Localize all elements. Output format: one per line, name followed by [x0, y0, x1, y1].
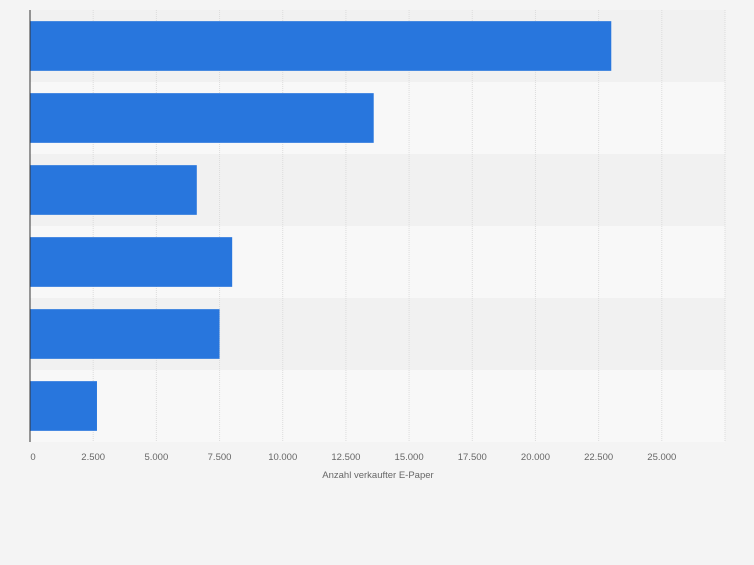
row-band [30, 370, 725, 442]
bar [30, 93, 374, 143]
x-tick-labels: 0 2.500 5.000 7.500 10.000 12.500 15.000 17.500… [30, 452, 676, 463]
x-tick-label: 2.500 [81, 452, 105, 463]
x-axis-title: Anzahl verkaufter E-Paper [322, 470, 433, 481]
row-bands [30, 10, 725, 442]
x-tick-label: 15.000 [395, 452, 424, 463]
x-tick-label: 25.000 [647, 452, 676, 463]
x-tick-label: 5.000 [144, 452, 168, 463]
bar [30, 381, 97, 431]
x-tick-label: 0 [30, 452, 35, 463]
bar [30, 309, 220, 359]
x-tick-label: 10.000 [268, 452, 297, 463]
bars [30, 21, 612, 431]
bar [30, 21, 612, 71]
bar [30, 165, 197, 215]
x-tick-label: 17.500 [458, 452, 487, 463]
x-tick-label: 7.500 [208, 452, 232, 463]
x-tick-label: 22.500 [584, 452, 613, 463]
x-tick-label: 12.500 [331, 452, 360, 463]
bar [30, 237, 233, 287]
x-tick-label: 20.000 [521, 452, 550, 463]
gridlines [92, 10, 726, 442]
